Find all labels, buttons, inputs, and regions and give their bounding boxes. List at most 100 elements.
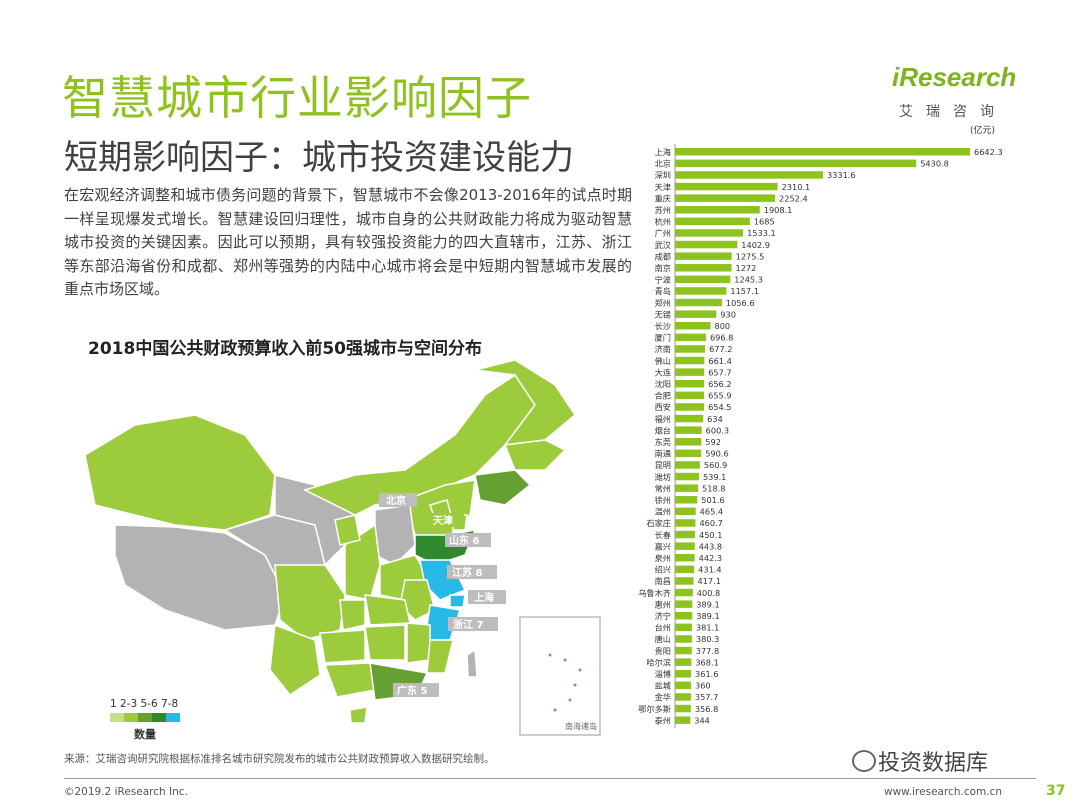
bar-value-label: 657.7 (708, 367, 731, 377)
legend-chip-2 (124, 713, 138, 722)
bar-category-label: 杭州 (655, 217, 671, 227)
bar-value-label: 389.1 (696, 611, 719, 621)
bar-value-label: 1908.1 (764, 205, 793, 215)
bar-value-label: 656.2 (708, 379, 731, 389)
bar-category-label: 昆明 (655, 460, 671, 470)
bar (675, 646, 692, 655)
bar-category-label: 福州 (655, 414, 671, 424)
bar-value-label: 1533.1 (747, 228, 776, 238)
legend-numbers: 1 2-3 5-6 7-8 (110, 698, 179, 710)
bar-value-label: 634 (707, 414, 723, 424)
map-label-zhejiang: 浙江 7 (448, 617, 498, 631)
bar-value-label: 357.7 (695, 692, 718, 702)
bar-value-label: 6642.3 (974, 147, 1003, 157)
bar-category-label: 深圳 (655, 170, 671, 180)
copyright: ©2019.2 iResearch Inc. (64, 786, 188, 798)
bar-category-label: 南京 (655, 263, 671, 273)
bar (675, 716, 691, 724)
region-liaoning (474, 469, 532, 506)
legend-chip-3 (138, 713, 152, 722)
bar-value-label: 360 (695, 681, 711, 691)
bar-category-label: 武汉 (655, 240, 671, 250)
bar-category-label: 惠州 (655, 599, 671, 609)
bar (675, 380, 705, 388)
bar-value-label: 442.3 (699, 553, 722, 563)
bar-category-label: 绍兴 (655, 565, 671, 575)
bar (675, 240, 738, 249)
region-guangxi (323, 662, 376, 698)
bar-category-label: 济宁 (655, 611, 671, 621)
region-jilin (503, 439, 567, 471)
bar (675, 542, 695, 550)
bar-category-label: 鄂尔多斯 (638, 704, 671, 714)
bar-category-label: 嘉兴 (655, 541, 671, 551)
bar-category-label: 盐城 (655, 681, 671, 691)
bar-category-label: 石家庄 (646, 518, 671, 528)
bar-category-label: 北京 (655, 159, 671, 169)
map-label-jiangsu: 江苏 8 (447, 565, 497, 579)
bar-category-label: 贵阳 (655, 646, 671, 656)
bar (675, 588, 693, 597)
bar-value-label: 2310.1 (782, 182, 811, 192)
bar-value-label: 590.6 (705, 449, 728, 459)
bar (675, 182, 778, 191)
inset-label: 南海诸岛 (565, 721, 597, 731)
bar-value-label: 400.8 (697, 588, 720, 598)
bar (675, 310, 717, 318)
bar (675, 159, 917, 168)
bar (675, 322, 711, 330)
map-label-guangdong: 广东 5 (393, 683, 439, 697)
bar-category-label: 广州 (655, 228, 671, 238)
map-label-zhejiang-text: 浙江 7 (453, 618, 483, 631)
bar-value-label: 677.2 (709, 344, 732, 354)
bar-value-label: 1685 (754, 217, 775, 227)
chart-unit-label: (亿元) (970, 124, 995, 136)
footer-divider (64, 778, 1036, 779)
bar (675, 635, 692, 643)
source-note: 来源：艾瑞咨询研究院根据标准排名城市研究院发布的城市公共财政预算收入数据研究绘制… (64, 753, 495, 765)
bar-value-label: 930 (720, 309, 736, 319)
region-sichuan (274, 564, 346, 641)
bar-category-label: 天津 (655, 182, 671, 192)
bar (675, 287, 727, 295)
bar (675, 438, 702, 446)
wechat-label: 投资数据库 (878, 751, 989, 776)
bar-category-label: 哈尔滨 (646, 657, 671, 667)
map-label-tianjin-text: 天津 (433, 514, 453, 527)
bar-value-label: 1245.3 (734, 275, 763, 285)
website: www.iresearch.com.cn (884, 786, 1003, 798)
bar-category-label: 无锡 (655, 309, 671, 319)
bar-category-label: 淄博 (655, 669, 671, 679)
bar-category-label: 金华 (655, 692, 671, 702)
bar (675, 530, 695, 539)
bar (675, 461, 700, 469)
bar (675, 600, 693, 608)
bar (675, 414, 704, 423)
bar-value-label: 380.3 (696, 634, 719, 644)
map-label-guangdong-text: 广东 5 (397, 684, 427, 697)
bar (675, 391, 705, 400)
bar-value-label: 1272 (735, 263, 756, 273)
bar (675, 507, 696, 516)
region-xinjiang (84, 414, 276, 531)
bar (675, 264, 732, 272)
bar (675, 612, 693, 620)
region-fujian (426, 639, 454, 674)
bar-value-label: 3331.6 (827, 170, 856, 180)
bar (675, 519, 696, 527)
region-shaanxi (344, 523, 381, 601)
bar-value-label: 368.1 (695, 657, 718, 667)
bar-category-label: 厦门 (655, 333, 671, 343)
bar-value-label: 5430.8 (920, 159, 949, 169)
bar (675, 704, 691, 713)
bar-category-label: 长春 (655, 530, 671, 540)
legend-chip-5 (166, 713, 180, 722)
south-china-sea-inset (519, 616, 601, 736)
bar-value-label: 1275.5 (736, 251, 765, 261)
bar (675, 403, 705, 411)
legend-chip-4 (152, 713, 166, 722)
bar (675, 577, 694, 585)
region-guizhou (319, 629, 366, 664)
bar (675, 449, 702, 458)
bar-value-label: 1056.6 (726, 298, 755, 308)
